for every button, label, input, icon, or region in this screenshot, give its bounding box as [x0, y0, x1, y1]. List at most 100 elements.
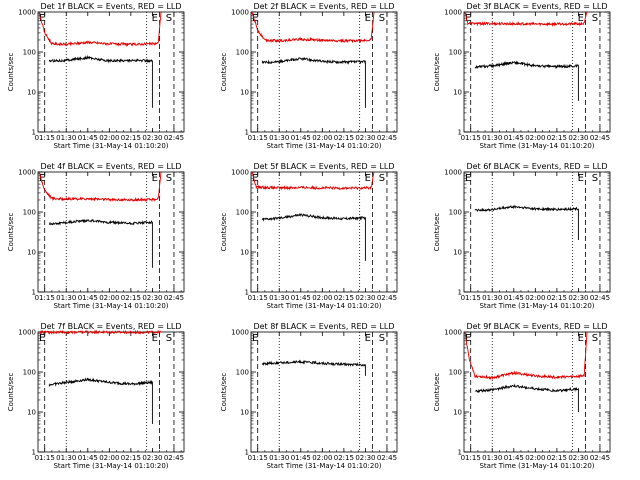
lld-series-line	[251, 171, 375, 191]
x-tick-label: 02:45	[164, 294, 184, 302]
marker-end-s: S	[592, 333, 598, 344]
x-tick-label: 02:45	[590, 294, 610, 302]
x-tick-label: 02:00	[525, 134, 545, 142]
x-tick-label: 01:15	[248, 134, 268, 142]
marker-end-e: E	[578, 173, 584, 184]
y-axis-label: Counts/sec	[7, 373, 15, 412]
panel-det-9: Det 9f BLACK = Events, RED = LLD 1 10 100 10…	[433, 322, 611, 470]
events-series-line	[474, 383, 579, 412]
y-tick-label: 1	[458, 129, 462, 137]
y-tick-label: 1000	[231, 329, 249, 337]
marker-end-s: S	[592, 13, 598, 24]
x-tick-label: 01:15	[461, 294, 481, 302]
marker-end-e: E	[578, 333, 584, 344]
y-axis-label: Counts/sec	[7, 213, 15, 252]
y-tick-label: 100	[236, 49, 249, 57]
lld-series-line	[38, 11, 162, 48]
panel-title: Det 5f BLACK = Events, RED = LLD	[253, 162, 394, 171]
x-tick-label: 01:15	[35, 134, 55, 142]
y-tick-label: 1	[458, 449, 462, 457]
plot-frame	[463, 11, 611, 133]
plot-frame	[37, 11, 185, 133]
x-axis-label: Start Time (31-May-14 01:10:20)	[53, 142, 168, 150]
y-tick-label: 1000	[444, 9, 462, 17]
x-tick-label: 01:45	[78, 294, 98, 302]
x-tick-label: 02:00	[312, 134, 332, 142]
y-tick-label: 1000	[444, 169, 462, 177]
x-tick-label: 02:15	[121, 134, 141, 142]
y-axis-label: Counts/sec	[7, 53, 15, 92]
x-tick-label: 01:30	[482, 294, 502, 302]
panel-det-6: Det 6f BLACK = Events, RED = LLD 1 10 100 10…	[433, 162, 611, 310]
plot-frame	[37, 171, 185, 293]
x-tick-label: 01:30	[269, 294, 289, 302]
x-tick-label: 01:15	[248, 294, 268, 302]
lld-series-line	[38, 171, 162, 203]
y-tick-label: 1	[458, 289, 462, 297]
x-tick-label: 02:30	[142, 454, 162, 462]
panel-title: Det 3f BLACK = Events, RED = LLD	[466, 2, 607, 11]
x-tick-label: 01:30	[56, 134, 76, 142]
y-tick-label: 1000	[231, 9, 249, 17]
panel-title: Det 8f BLACK = Events, RED = LLD	[253, 322, 394, 331]
x-tick-label: 02:15	[121, 294, 141, 302]
y-tick-label: 10	[27, 249, 36, 257]
x-tick-label: 01:30	[56, 294, 76, 302]
x-tick-label: 01:45	[78, 454, 98, 462]
x-axis-label: Start Time (31-May-14 01:10:20)	[266, 302, 381, 310]
x-tick-label: 01:45	[291, 454, 311, 462]
y-axis-label: Counts/sec	[433, 213, 441, 252]
y-tick-label: 100	[23, 209, 36, 217]
events-series-line	[474, 60, 579, 101]
events-series-line	[261, 359, 366, 376]
x-tick-label: 02:15	[334, 294, 354, 302]
y-tick-label: 1000	[18, 329, 36, 337]
plot-frame	[250, 171, 398, 293]
panel-title: Det 6f BLACK = Events, RED = LLD	[466, 162, 607, 171]
y-tick-label: 1	[245, 289, 249, 297]
marker-start-e: E	[252, 333, 258, 344]
marker-start-e: E	[39, 13, 45, 24]
x-tick-label: 02:15	[547, 294, 567, 302]
x-tick-label: 01:15	[461, 134, 481, 142]
x-axis-label: Start Time (31-May-14 01:10:20)	[266, 462, 381, 470]
events-series-line	[48, 218, 153, 268]
x-tick-label: 01:15	[35, 294, 55, 302]
marker-end-e: E	[578, 13, 584, 24]
y-tick-label: 10	[453, 89, 462, 97]
y-tick-label: 100	[449, 369, 462, 377]
y-tick-label: 100	[236, 369, 249, 377]
marker-start-e: E	[465, 173, 471, 184]
y-tick-label: 100	[236, 209, 249, 217]
y-tick-label: 1	[32, 129, 36, 137]
x-tick-label: 01:15	[461, 454, 481, 462]
x-tick-label: 02:30	[568, 294, 588, 302]
y-tick-label: 10	[240, 249, 249, 257]
x-tick-label: 01:30	[269, 134, 289, 142]
panel-det-4: Det 4f BLACK = Events, RED = LLD 1 10 100 10…	[7, 162, 185, 310]
x-tick-label: 01:15	[248, 454, 268, 462]
x-tick-label: 02:45	[164, 454, 184, 462]
lld-series-line	[38, 329, 162, 335]
y-tick-label: 10	[240, 409, 249, 417]
y-tick-label: 100	[449, 209, 462, 217]
y-axis-label: Counts/sec	[220, 53, 228, 92]
x-tick-label: 01:45	[291, 294, 311, 302]
x-axis-label: Start Time (31-May-14 01:10:20)	[53, 302, 168, 310]
events-series-line	[261, 212, 366, 261]
y-tick-label: 10	[240, 89, 249, 97]
events-series-line	[48, 377, 153, 425]
x-tick-label: 01:45	[78, 134, 98, 142]
x-tick-label: 02:30	[142, 134, 162, 142]
panel-det-3: Det 3f BLACK = Events, RED = LLD 1 10 100 10…	[433, 2, 611, 150]
events-series-line	[48, 54, 153, 108]
panel-title: Det 7f BLACK = Events, RED = LLD	[40, 322, 181, 331]
x-tick-label: 02:30	[355, 294, 375, 302]
x-tick-label: 02:45	[377, 294, 397, 302]
marker-end-e: E	[152, 333, 158, 344]
y-tick-label: 1	[245, 129, 249, 137]
x-axis-label: Start Time (31-May-14 01:10:20)	[479, 302, 594, 310]
marker-end-e: E	[152, 173, 158, 184]
x-tick-label: 01:30	[482, 454, 502, 462]
